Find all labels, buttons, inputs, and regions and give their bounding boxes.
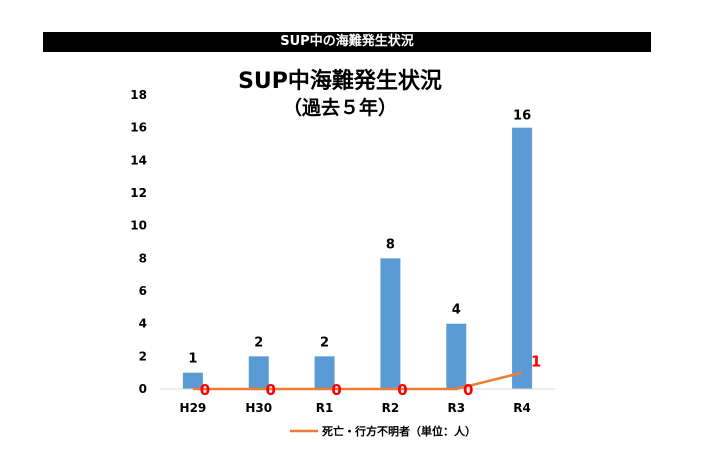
header-text: SUP中の海難発生状況 (280, 34, 414, 49)
line-value-label: 1 (531, 353, 541, 371)
bar-value-label: 4 (452, 303, 461, 318)
bar (380, 258, 401, 389)
y-tick-label: 2 (139, 349, 147, 363)
chart-title: SUP中海難発生状況 (238, 68, 442, 94)
bar-series: 1 2 2 8 4 16 (182, 109, 533, 390)
line-value-label: 0 (397, 381, 407, 399)
y-tick-label: 10 (130, 219, 147, 233)
x-tick-label: R1 (316, 401, 334, 415)
bar (182, 372, 203, 389)
legend-label: 死亡・行方不明者（単位：人） (322, 424, 476, 438)
y-axis: 0 2 4 6 8 10 12 14 16 18 (130, 88, 147, 396)
y-tick-label: 14 (130, 153, 147, 167)
bar-value-label: 1 (188, 352, 197, 367)
bar (446, 323, 467, 389)
line-value-label: 0 (331, 381, 341, 399)
x-tick-label: H30 (245, 401, 272, 415)
x-tick-label: R3 (447, 401, 465, 415)
line-value-label: 0 (266, 381, 276, 399)
y-tick-label: 6 (139, 284, 147, 298)
y-tick-label: 4 (139, 317, 147, 331)
bar (512, 127, 533, 390)
y-tick-label: 0 (139, 382, 147, 396)
x-tick-label: R2 (382, 401, 400, 415)
x-tick-label: R4 (513, 401, 531, 415)
bar-value-label: 8 (386, 237, 395, 252)
x-tick-label: H29 (180, 401, 207, 415)
header-bar: SUP中の海難発生状況 (43, 32, 651, 52)
bar-value-label: 2 (254, 335, 263, 350)
x-axis: H29 H30 R1 R2 R3 R4 (180, 401, 531, 415)
series-line (192, 371, 523, 391)
legend: 死亡・行方不明者（単位：人） (290, 424, 476, 438)
line-series: 0 0 0 0 0 1 (192, 353, 541, 399)
bar-value-label: 16 (513, 109, 531, 124)
bar (314, 356, 335, 389)
line-value-label: 0 (200, 381, 210, 399)
y-tick-label: 16 (130, 121, 147, 135)
bar (248, 356, 269, 389)
chart-subtitle: （過去５年） (283, 96, 397, 119)
bar-value-label: 2 (320, 335, 329, 350)
y-tick-label: 12 (130, 186, 147, 200)
y-tick-label: 18 (130, 88, 147, 102)
line-value-label: 0 (463, 381, 473, 399)
y-tick-label: 8 (139, 251, 147, 265)
